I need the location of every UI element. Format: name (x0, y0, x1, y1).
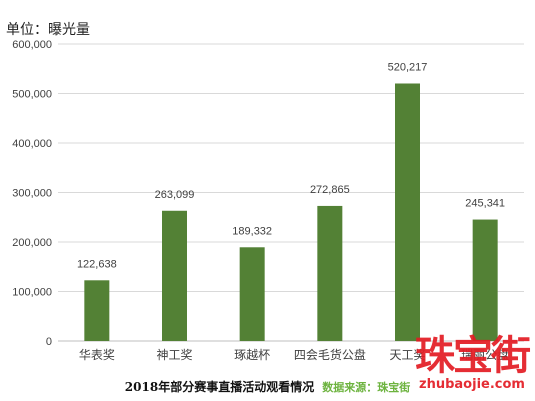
data-label: 189,332 (232, 225, 272, 237)
watermark-text: 珠宝街 (415, 333, 531, 379)
data-label: 520,217 (388, 61, 428, 73)
y-axis-ticks: 0 100,000 200,000 300,000 400,000 500,000 600,… (12, 39, 52, 348)
bar (317, 205, 343, 341)
bar (395, 83, 420, 341)
unit-label: 单位：曝光量 (6, 22, 90, 38)
y-tick-label: 200,000 (12, 237, 52, 249)
data-source: 数据来源：珠宝街 (322, 381, 411, 394)
data-labels: 122,638 263,099 189,332 272,865 520,217 245,3… (77, 61, 505, 270)
x-tick-label: 琢越杯 (234, 348, 270, 362)
x-axis-ticks: 华表奖 神工奖 琢越杯 四会毛货公盘 天工奖 瑞丽公盘 (79, 347, 509, 362)
bar (472, 219, 498, 341)
y-tick-label: 100,000 (12, 287, 52, 299)
data-label: 272,865 (310, 184, 350, 196)
x-tick-label: 瑞丽公盘 (461, 347, 509, 362)
x-tick-label: 天工奖 (389, 348, 425, 362)
bar (84, 280, 110, 341)
chart-footer: 2018年部分赛事直播活动观看情况 数据来源：珠宝街 (0, 378, 535, 395)
y-tick-label: 0 (46, 336, 52, 348)
y-tick-label: 500,000 (12, 89, 52, 101)
watermark-logo: 珠宝街 zhubaojie.com (415, 333, 531, 392)
data-label: 245,341 (465, 198, 505, 210)
bar (162, 210, 187, 341)
y-tick-label: 600,000 (12, 39, 52, 51)
y-tick-label: 400,000 (12, 138, 52, 150)
watermark-url: zhubaojie.com (419, 377, 525, 392)
grid-lines (58, 43, 524, 342)
data-label: 122,638 (77, 258, 117, 270)
x-tick-label: 四会毛货公盘 (294, 347, 366, 362)
y-tick-label: 300,000 (12, 188, 52, 200)
data-label: 263,099 (155, 189, 195, 201)
chart-title: 2018年部分赛事直播活动观看情况 (124, 380, 315, 394)
x-tick-label: 华表奖 (79, 348, 115, 362)
bars (84, 83, 498, 341)
bar (239, 247, 265, 341)
x-tick-label: 神工奖 (156, 348, 192, 362)
